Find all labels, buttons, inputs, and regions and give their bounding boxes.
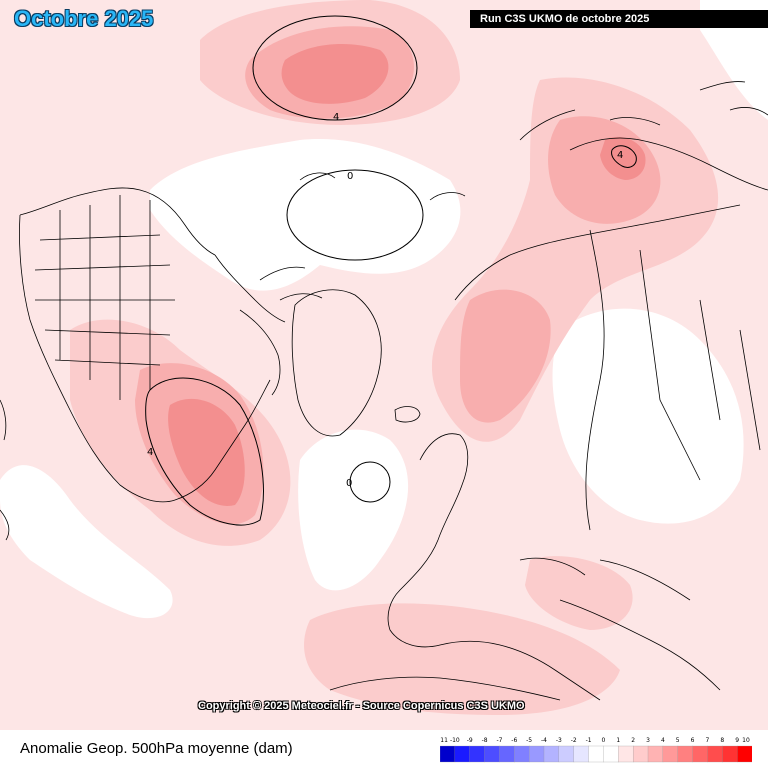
- map-title: Octobre 2025: [14, 6, 154, 31]
- legend-tick-label: 7: [706, 737, 710, 744]
- legend-tick-label: -3: [556, 737, 562, 744]
- contour-label-siberia: 4: [617, 150, 623, 161]
- legend-swatch: [543, 745, 560, 763]
- legend-tick-label: 9: [735, 737, 739, 744]
- legend-tick-label: -4: [541, 737, 547, 744]
- anomaly-map: 4 4 0 0 4: [0, 0, 768, 730]
- contour-label-zero-north: 0: [347, 171, 353, 182]
- legend-swatch: [707, 745, 723, 763]
- legend-tick-label: 4: [661, 737, 665, 744]
- legend-swatch: [558, 745, 575, 763]
- legend-tick-label: 0: [602, 737, 606, 744]
- legend-swatch: [588, 745, 604, 763]
- pink-zone-west-russia: [460, 289, 551, 423]
- legend-swatch: [618, 745, 634, 763]
- white-zone-atlantic: [298, 429, 409, 591]
- legend-tick-label: -11: [440, 737, 448, 744]
- coastlines: [0, 81, 768, 701]
- legend-tick-label: 3: [646, 737, 650, 744]
- legend-swatch: [484, 745, 500, 763]
- legend-tick-label: 1: [616, 737, 620, 744]
- contour-0-north: [286, 169, 424, 261]
- legend-swatch: [573, 745, 590, 763]
- legend-tick-label: -1: [586, 737, 592, 744]
- legend-swatch: [469, 745, 486, 763]
- legend-swatch: [528, 745, 545, 763]
- pink-zone-core-north: [281, 44, 389, 104]
- legend-swatch: [662, 745, 679, 763]
- legend-tick-label: 5: [676, 737, 680, 744]
- legend-swatch: [499, 745, 515, 763]
- run-label: Run C3S UKMO de octobre 2025: [470, 10, 768, 28]
- legend-tick-label: -8: [482, 737, 488, 744]
- legend-swatch: [722, 745, 738, 763]
- white-zone-canada: [150, 139, 461, 291]
- pink-zone-caspian: [525, 556, 633, 630]
- legend-swatch: [677, 745, 694, 763]
- pink-zone-core-canada: [168, 398, 245, 506]
- legend-tick-label: 2: [631, 737, 635, 744]
- legend-swatch: [440, 745, 456, 763]
- contour-4-arctic: [252, 15, 418, 121]
- legend-tick-label: -2: [571, 737, 577, 744]
- legend-tick-label: -5: [526, 737, 532, 744]
- legend-swatch: [454, 745, 471, 763]
- pink-zone-med: [304, 603, 620, 715]
- white-zone-ne: [700, 0, 768, 120]
- contour-label-arctic: 4: [333, 112, 339, 123]
- legend-swatch: [632, 745, 649, 763]
- contour-label-zero-atlantic: 0: [346, 478, 352, 489]
- legend-tick-label: -9: [467, 737, 473, 744]
- legend-swatch: [514, 745, 530, 763]
- white-zone-asia: [552, 308, 744, 524]
- white-zone-pacific: [0, 465, 173, 619]
- legend-tick-label: 10: [742, 737, 750, 744]
- copyright-text: Copyright © 2025 Meteociel.fr - Source C…: [198, 700, 525, 712]
- legend-swatch: [736, 745, 752, 763]
- legend-tick-label: -6: [511, 737, 517, 744]
- legend-swatches: [440, 745, 752, 763]
- pink-zone-core-siberia: [600, 136, 646, 180]
- field-label: Anomalie Geop. 500hPa moyenne (dam): [20, 740, 293, 757]
- legend-swatch: [603, 745, 619, 763]
- contour-4-siberia: [611, 145, 637, 168]
- legend-tick-label: 6: [691, 737, 695, 744]
- legend-swatch: [647, 745, 664, 763]
- contour-4-canada: [145, 377, 264, 526]
- contour-0-atlantic: [349, 461, 391, 503]
- legend-swatch: [692, 745, 708, 763]
- contour-label-canada: 4: [147, 447, 153, 458]
- legend-tick-label: -7: [496, 737, 502, 744]
- legend-tick-label: -10: [450, 737, 460, 744]
- legend-tick-label: 8: [720, 737, 724, 744]
